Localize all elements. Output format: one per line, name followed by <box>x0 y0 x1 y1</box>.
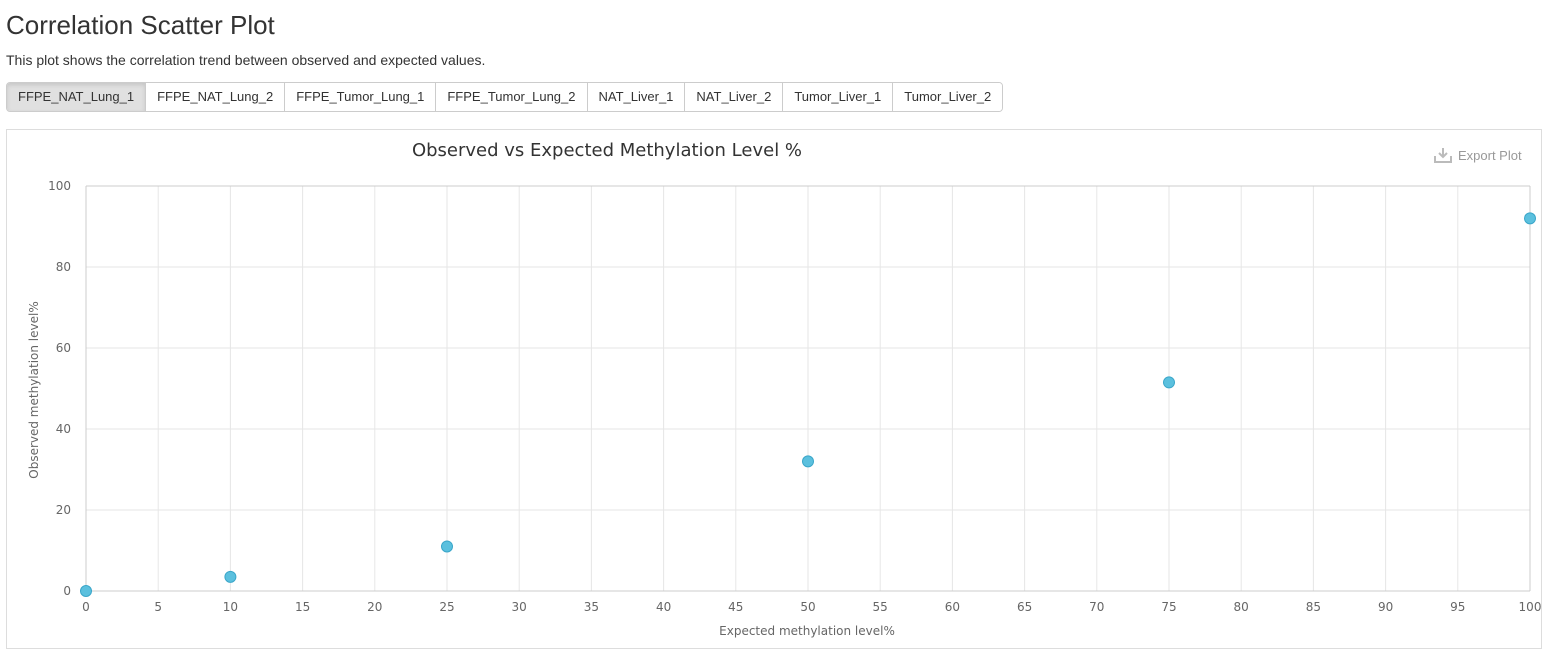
chart-panel: 0 5 10 15 20 25 30 35 40 45 50 55 60 65 70 75 80 85 90 95 10… <box>6 129 1542 649</box>
tab-nat-liver-1[interactable]: NAT_Liver_1 <box>587 83 686 111</box>
tab-tumor-liver-2[interactable]: Tumor_Liver_2 <box>893 83 1003 111</box>
grid-lines <box>85 185 1531 592</box>
chart-title: Observed vs Expected Methylation Level % <box>412 140 802 161</box>
x-tick-label: 45 <box>728 600 743 614</box>
x-tick-label: 55 <box>873 600 888 614</box>
x-tick-label: 35 <box>584 600 599 614</box>
axes <box>85 185 1531 592</box>
x-tick-label: 15 <box>295 600 310 614</box>
tab-ffpe-nat-lung-1[interactable]: FFPE_NAT_Lung_1 <box>7 83 147 111</box>
x-tick-label: 80 <box>1234 600 1249 614</box>
tab-ffpe-tumor-lung-2[interactable]: FFPE_Tumor_Lung_2 <box>436 83 588 111</box>
y-tick-label: 80 <box>56 260 71 274</box>
tab-ffpe-nat-lung-2[interactable]: FFPE_NAT_Lung_2 <box>146 83 286 111</box>
x-tick-label: 40 <box>656 600 671 614</box>
data-point[interactable] <box>1163 376 1175 389</box>
y-tick-label: 20 <box>56 503 71 517</box>
x-tick-label: 5 <box>154 600 162 614</box>
tab-nat-liver-2[interactable]: NAT_Liver_2 <box>685 83 784 111</box>
y-axis-label: Observed methylation level% <box>27 301 41 478</box>
y-tick-label: 0 <box>63 584 71 598</box>
export-plot-button[interactable]: Export Plot <box>1434 147 1522 163</box>
sample-tabs: FFPE_NAT_Lung_1 FFPE_NAT_Lung_2 FFPE_Tum… <box>6 82 1004 112</box>
scatter-chart: 0 5 10 15 20 25 30 35 40 45 50 55 60 65 70 75 80 85 90 95 10… <box>27 140 1541 638</box>
x-tick-label: 10 <box>223 600 238 614</box>
x-tick-label: 90 <box>1378 600 1393 614</box>
data-point[interactable] <box>441 540 453 553</box>
x-tick-label: 85 <box>1306 600 1321 614</box>
x-tick-label: 25 <box>439 600 454 614</box>
data-point[interactable] <box>224 570 237 583</box>
x-tick-label: 65 <box>1017 600 1032 614</box>
tick-labels: 0 5 10 15 20 25 30 35 40 45 50 55 60 65 70 75 80 85 90 95 10… <box>48 179 1541 614</box>
x-tick-label: 75 <box>1161 600 1176 614</box>
x-tick-label: 0 <box>82 600 90 614</box>
y-tick-label: 40 <box>56 422 71 436</box>
x-tick-label: 30 <box>512 600 527 614</box>
data-point[interactable] <box>1524 212 1536 225</box>
tab-ffpe-tumor-lung-1[interactable]: FFPE_Tumor_Lung_1 <box>285 83 437 111</box>
y-tick-label: 100 <box>48 179 71 193</box>
x-tick-label: 70 <box>1089 600 1104 614</box>
x-axis-label: Expected methylation level% <box>719 624 895 638</box>
page-description: This plot shows the correlation trend be… <box>6 52 486 68</box>
tab-tumor-liver-1[interactable]: Tumor_Liver_1 <box>783 83 894 111</box>
page-title: Correlation Scatter Plot <box>6 10 275 40</box>
x-tick-label: 60 <box>945 600 960 614</box>
x-tick-label: 50 <box>800 600 815 614</box>
y-tick-label: 60 <box>56 341 71 355</box>
x-tick-label: 100 <box>1519 600 1541 614</box>
export-plot-label: Export Plot <box>1458 147 1522 163</box>
x-tick-label: 95 <box>1450 600 1465 614</box>
x-tick-label: 20 <box>367 600 382 614</box>
download-icon <box>1434 147 1452 163</box>
data-points <box>80 212 1536 597</box>
data-point[interactable] <box>80 585 92 597</box>
data-point[interactable] <box>802 455 814 468</box>
